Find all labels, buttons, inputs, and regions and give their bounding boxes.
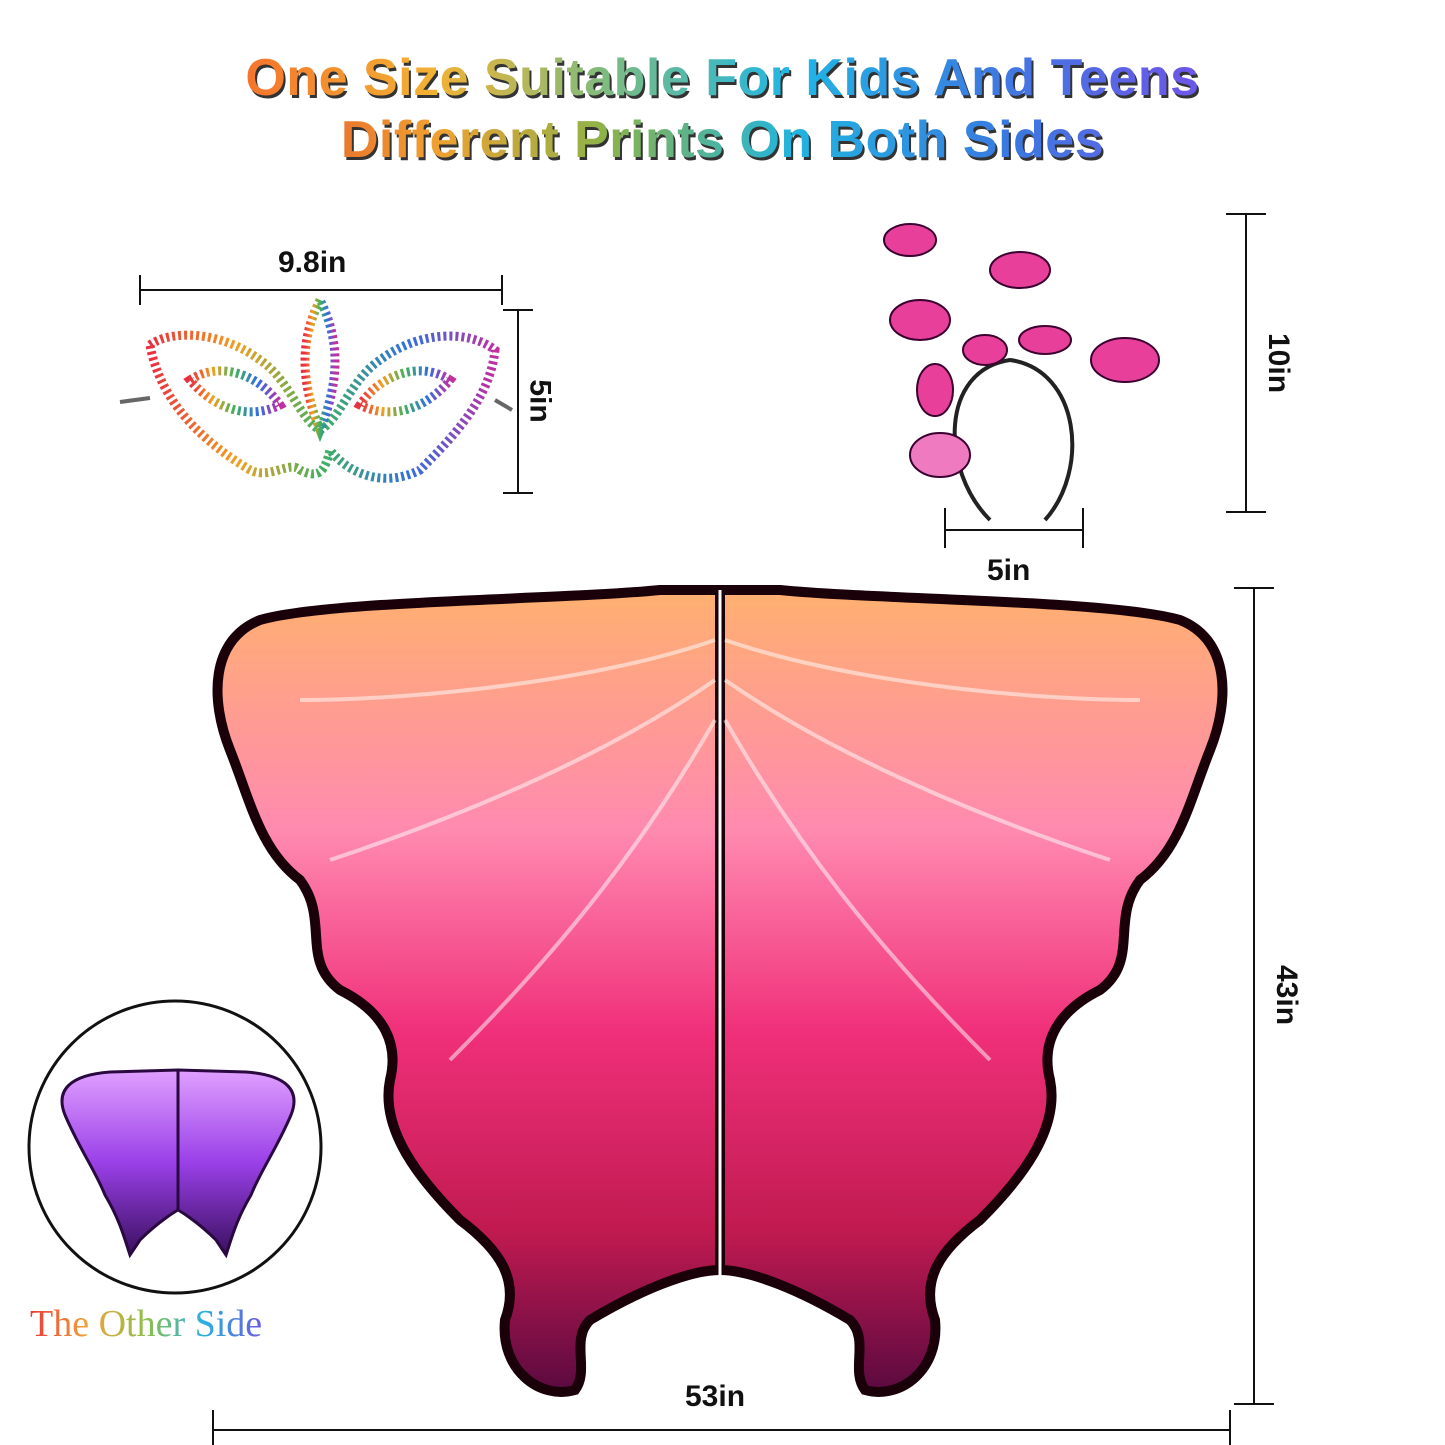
- mask-dimension-lines: [139, 275, 533, 494]
- headband-width-label: 5in: [987, 554, 1031, 587]
- wings-height-label: 43in: [1270, 964, 1304, 1026]
- headline-line1: One Size Suitable For Kids And Teens: [0, 48, 1445, 108]
- butterfly-headband-image: [883, 223, 1160, 522]
- other-side-label: The Other Side: [30, 1303, 263, 1345]
- mask-width-label: 9.8in: [278, 246, 347, 279]
- other-side-inset: [27, 999, 323, 1295]
- headband-dimension-lines: [944, 213, 1266, 548]
- butterfly-wings-image: [212, 585, 1228, 1397]
- wings-width-label: 53in: [685, 1380, 746, 1413]
- headband-height-label: 10in: [1262, 332, 1296, 394]
- headline-line2: Different Prints On Both Sides: [0, 110, 1445, 170]
- rainbow-mask-image: [145, 289, 500, 483]
- wings-dimension-lines: [212, 587, 1274, 1445]
- mask-height-label: 5in: [523, 379, 557, 423]
